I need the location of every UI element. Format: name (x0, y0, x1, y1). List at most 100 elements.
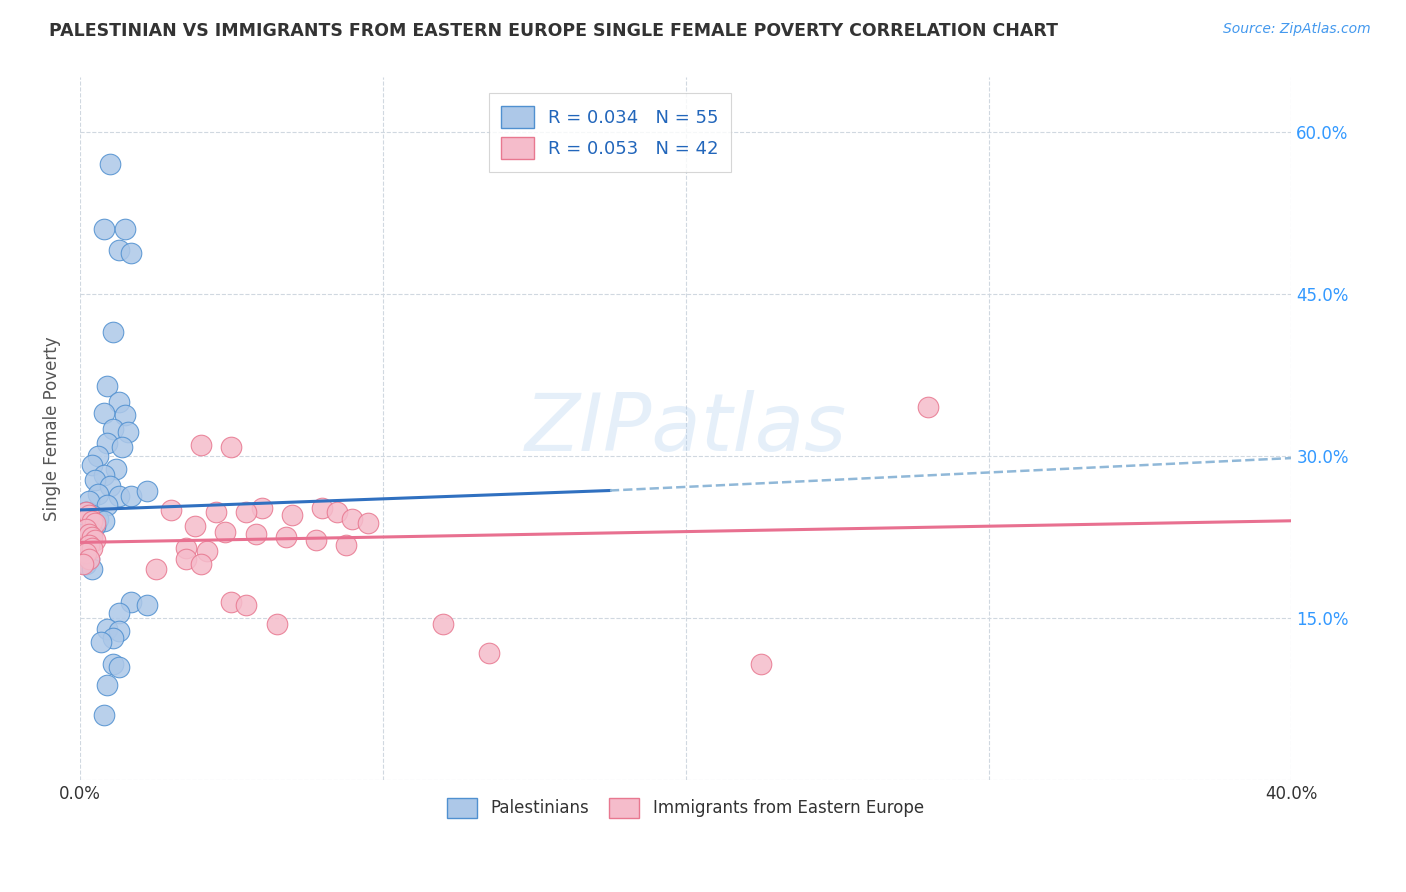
Point (84, 516, 107, 530)
Point (77, 508, 100, 523)
Point (221, 595, 243, 609)
Point (103, 631, 125, 645)
Point (93, 222, 115, 236)
Point (335, 538, 357, 552)
Point (214, 524, 236, 539)
Point (96, 678, 118, 692)
Point (103, 422, 125, 436)
Point (135, 483, 157, 498)
Point (96, 378, 118, 392)
Point (311, 500, 333, 515)
Point (75, 523, 97, 537)
Point (135, 598, 157, 612)
Point (93, 708, 115, 723)
Point (84, 519, 107, 533)
Point (235, 505, 257, 519)
Point (93, 468, 115, 483)
Point (190, 438, 212, 452)
Point (77, 551, 100, 566)
Point (184, 519, 207, 533)
Point (77, 551, 100, 566)
Point (174, 541, 197, 555)
Point (281, 508, 304, 523)
Point (98, 479, 121, 493)
Point (917, 401, 939, 415)
Point (77, 533, 100, 548)
Point (75, 557, 97, 571)
Point (77, 494, 100, 508)
Point (75, 505, 97, 519)
Point (356, 516, 378, 530)
Point (108, 394, 131, 409)
Point (77, 526, 100, 541)
Point (77, 538, 100, 552)
Text: Source: ZipAtlas.com: Source: ZipAtlas.com (1223, 22, 1371, 37)
Legend: Palestinians, Immigrants from Eastern Europe: Palestinians, Immigrants from Eastern Eu… (440, 791, 931, 825)
Point (108, 659, 131, 673)
Point (111, 440, 134, 454)
Point (117, 425, 139, 439)
Point (75, 541, 97, 555)
Text: ZIPatlas: ZIPatlas (524, 390, 846, 468)
Point (108, 624, 131, 638)
Y-axis label: Single Female Poverty: Single Female Poverty (44, 336, 60, 521)
Point (87, 449, 110, 463)
Point (114, 222, 136, 236)
Point (80, 508, 103, 523)
Point (120, 595, 142, 609)
Point (87, 511, 110, 525)
Point (108, 606, 131, 620)
Text: PALESTINIAN VS IMMIGRANTS FROM EASTERN EUROPE SINGLE FEMALE POVERTY CORRELATION : PALESTINIAN VS IMMIGRANTS FROM EASTERN E… (49, 22, 1059, 40)
Point (245, 526, 267, 541)
Point (75, 530, 97, 544)
Point (235, 598, 257, 612)
Point (274, 530, 297, 544)
Point (84, 533, 107, 548)
Point (751, 657, 773, 671)
Point (305, 533, 328, 548)
Point (80, 562, 103, 576)
Point (105, 462, 128, 476)
Point (80, 524, 103, 539)
Point (87, 487, 110, 501)
Point (80, 541, 103, 555)
Point (326, 505, 349, 519)
Point (77, 516, 100, 530)
Point (84, 473, 107, 487)
Point (114, 408, 136, 422)
Point (174, 551, 197, 566)
Point (103, 657, 125, 671)
Point (342, 511, 364, 525)
Point (75, 546, 97, 560)
Point (93, 406, 115, 420)
Point (145, 562, 167, 576)
Point (75, 523, 97, 537)
Point (250, 500, 273, 515)
Point (72, 538, 94, 552)
Point (205, 505, 228, 519)
Point (478, 646, 501, 660)
Point (75, 505, 97, 519)
Point (96, 622, 118, 636)
Point (266, 616, 288, 631)
Point (98, 157, 121, 171)
Point (80, 458, 103, 472)
Point (120, 245, 142, 260)
Point (72, 526, 94, 541)
Point (108, 489, 131, 503)
Point (80, 530, 103, 544)
Point (90, 635, 112, 649)
Point (80, 514, 103, 528)
Point (432, 616, 454, 631)
Point (96, 436, 118, 450)
Point (72, 557, 94, 571)
Point (190, 557, 212, 571)
Point (221, 440, 243, 454)
Point (120, 489, 142, 503)
Point (96, 498, 118, 512)
Point (93, 514, 115, 528)
Point (195, 544, 218, 558)
Point (159, 503, 181, 517)
Point (72, 546, 94, 560)
Point (108, 244, 131, 258)
